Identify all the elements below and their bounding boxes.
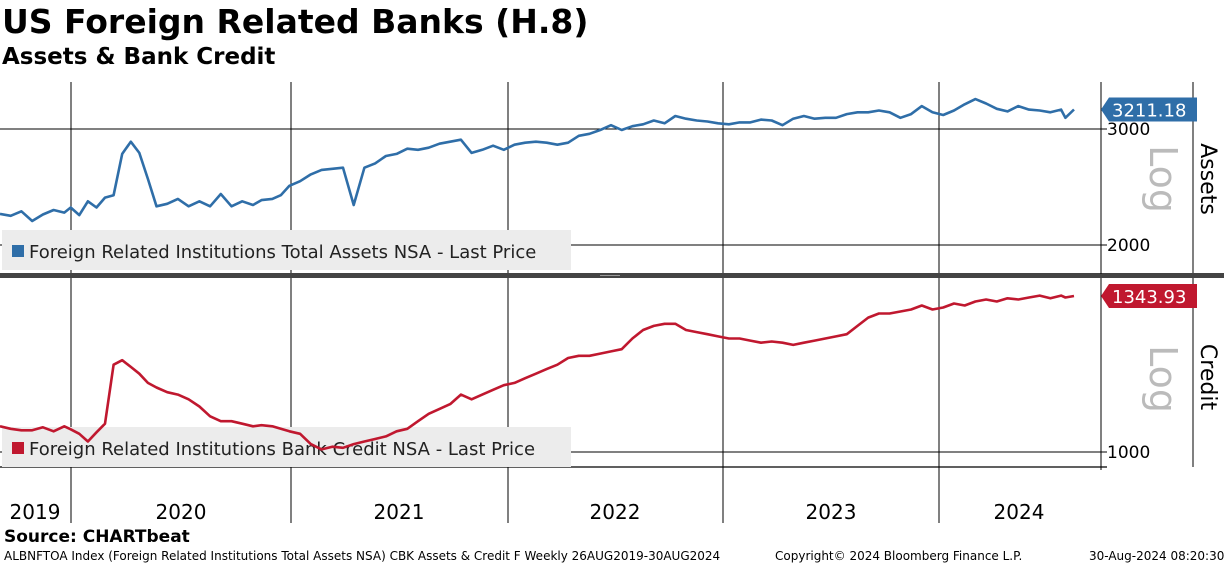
assets-legend-box <box>2 230 571 270</box>
assets-scale-label: Log <box>1141 145 1185 213</box>
assets-legend-swatch <box>12 245 24 257</box>
credit-legend-label: Foreign Related Institutions Bank Credit… <box>29 439 535 460</box>
x-tick-label-2022: 2022 <box>590 500 641 524</box>
x-tick-label-2020: 2020 <box>156 500 207 524</box>
x-tick-label-2019: 2019 <box>10 500 61 524</box>
assets-legend-label: Foreign Related Institutions Total Asset… <box>29 242 536 263</box>
assets-series-line <box>0 97 1075 223</box>
credit-series-line <box>0 294 1075 451</box>
credit-last-value-flag <box>1101 284 1197 308</box>
credit-legend-swatch <box>12 442 24 454</box>
footer-copyright: Copyright© 2024 Bloomberg Finance L.P. <box>775 549 1023 563</box>
chart-area: 2000 3000 Foreign Related Institutions Tot… <box>0 82 1224 524</box>
assets-tick-label-2000: 2000 <box>1107 236 1150 256</box>
footer-description: ALBNFTOA Index (Foreign Related Institut… <box>4 549 721 563</box>
credit-tick-label-1000: 1000 <box>1107 443 1150 463</box>
assets-panel-title: Assets <box>1195 143 1220 215</box>
x-tick-label-2024: 2024 <box>994 500 1045 524</box>
x-tick-label-2023: 2023 <box>806 500 857 524</box>
footer-timestamp: 30-Aug-2024 08:20:30 <box>1089 549 1224 563</box>
credit-panel-title: Credit <box>1195 344 1220 411</box>
credit-last-value-label: 1343.93 <box>1112 287 1186 308</box>
assets-last-value-flag <box>1101 97 1197 122</box>
assets-last-value-label: 3211.18 <box>1112 101 1186 122</box>
x-tick-label-2021: 2021 <box>374 500 425 524</box>
source-label: Source: CHARTbeat <box>4 527 190 547</box>
chart-subtitle: Assets & Bank Credit <box>2 44 276 70</box>
assets-tick-label-3000: 3000 <box>1107 120 1150 140</box>
credit-scale-label: Log <box>1141 345 1185 413</box>
chart-title: US Foreign Related Banks (H.8) <box>2 2 589 41</box>
